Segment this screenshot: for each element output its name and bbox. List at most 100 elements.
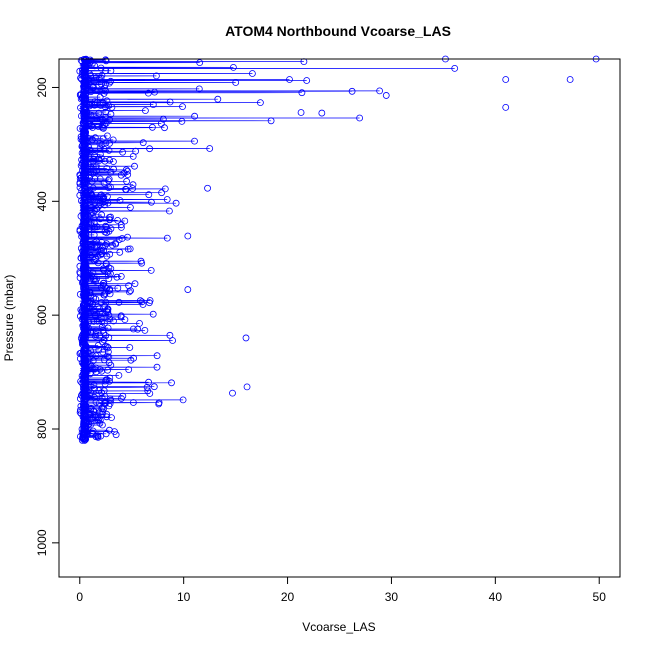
- data-point: [90, 231, 98, 239]
- data-point: [93, 223, 101, 231]
- data-point: [90, 78, 98, 85]
- data-point: [110, 158, 117, 166]
- data-point: [102, 377, 109, 385]
- data-point: [163, 234, 171, 242]
- data-point: [161, 185, 169, 193]
- data-point: [106, 286, 113, 294]
- data-point: [115, 371, 123, 379]
- data-point: [121, 217, 129, 225]
- data-point: [94, 317, 101, 325]
- data-point: [158, 189, 166, 197]
- data-point-notable: [242, 334, 250, 342]
- data-point: [229, 64, 237, 71]
- data-point: [100, 90, 108, 97]
- data-point: [99, 408, 107, 416]
- data-point: [101, 103, 109, 111]
- chart-title: ATOM4 Northbound Vcoarse_LAS: [225, 23, 451, 39]
- data-point: [97, 314, 105, 322]
- data-point: [131, 162, 138, 170]
- data-point: [94, 433, 102, 441]
- data-point: [82, 201, 89, 209]
- data-point: [139, 139, 147, 147]
- data-point: [124, 167, 131, 175]
- data-point: [191, 137, 198, 145]
- data-point: [117, 221, 125, 229]
- data-point: [92, 332, 99, 340]
- data-point: [114, 216, 121, 224]
- data-point: [100, 266, 108, 274]
- data-point: [145, 299, 153, 307]
- data-point: [138, 259, 146, 267]
- data-point: [286, 76, 293, 83]
- data-point: [89, 124, 96, 131]
- data-point: [126, 344, 134, 351]
- data-point: [122, 186, 130, 193]
- data-point: [139, 301, 147, 308]
- data-point: [214, 95, 222, 103]
- data-point: [161, 124, 168, 132]
- y-tick-label: 1000: [35, 529, 49, 556]
- data-point: [126, 245, 134, 253]
- data-point: [94, 303, 102, 311]
- data-point: [91, 393, 98, 401]
- data-point: [145, 378, 153, 386]
- data-point: [96, 215, 104, 223]
- data-point: [121, 316, 129, 324]
- data-point: [98, 123, 106, 131]
- data-point: [303, 77, 311, 84]
- data-point: [99, 310, 106, 318]
- data-point: [127, 356, 135, 364]
- data-point: [102, 57, 110, 65]
- data-point: [129, 399, 137, 406]
- data-point: [267, 117, 275, 125]
- data-point: [108, 414, 115, 422]
- data-point: [117, 171, 125, 179]
- data-point: [98, 86, 106, 93]
- plot-frame: [58, 58, 621, 578]
- data-point: [85, 195, 93, 202]
- y-tick-label: 800: [35, 419, 49, 439]
- data-point: [96, 365, 104, 373]
- data-point: [118, 395, 125, 402]
- x-tick-label: 40: [489, 590, 503, 604]
- data-point: [163, 196, 171, 203]
- data-point: [106, 315, 114, 323]
- data-point: [92, 255, 100, 263]
- data-point: [126, 203, 134, 211]
- data-point: [124, 245, 132, 253]
- data-point: [89, 84, 97, 92]
- data-point: [108, 104, 116, 111]
- data-point: [298, 89, 306, 97]
- data-point: [109, 241, 116, 249]
- data-point: [95, 346, 103, 354]
- data-point: [147, 198, 155, 206]
- data-point: [96, 175, 104, 183]
- data-point: [103, 413, 110, 421]
- data-point: [105, 311, 113, 319]
- data-point: [100, 198, 108, 206]
- data-point: [206, 145, 214, 152]
- data-point: [103, 252, 111, 260]
- data-point: [113, 273, 121, 281]
- data-point: [97, 74, 105, 82]
- data-point: [101, 283, 109, 291]
- y-tick-label: 600: [35, 305, 49, 325]
- data-point: [112, 240, 120, 248]
- data-point: [94, 342, 102, 349]
- data-point: [98, 141, 106, 149]
- data-point: [94, 87, 102, 95]
- data-point: [92, 398, 100, 406]
- data-point: [196, 59, 204, 66]
- data-point: [191, 112, 199, 120]
- y-axis: 200 400 600 800 1000: [35, 77, 60, 556]
- data-point: [129, 185, 137, 192]
- data-point-notable: [502, 76, 510, 83]
- data-point: [103, 343, 111, 351]
- data-point: [248, 70, 256, 77]
- data-point: [89, 195, 97, 203]
- data-point: [166, 331, 174, 339]
- data-point: [129, 325, 137, 333]
- data-point: [107, 67, 115, 75]
- data-markers: [76, 55, 600, 444]
